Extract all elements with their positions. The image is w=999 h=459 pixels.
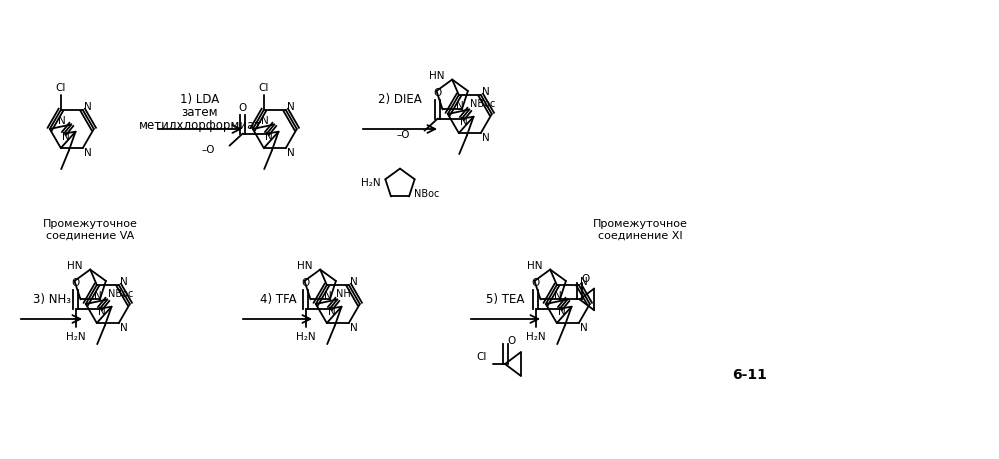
Text: N: N: [261, 116, 269, 126]
Text: NH: NH: [336, 289, 351, 299]
Text: N: N: [460, 117, 468, 126]
Text: 3) NH₃: 3) NH₃: [33, 293, 71, 306]
Text: HN: HN: [67, 260, 82, 270]
Text: 1) LDA: 1) LDA: [181, 93, 220, 106]
Text: метилхлорформиат: метилхлорформиат: [139, 119, 262, 132]
Text: N: N: [265, 131, 273, 141]
Text: 4) TFA: 4) TFA: [260, 293, 297, 306]
Text: N: N: [456, 101, 464, 111]
Text: NBoc: NBoc: [108, 289, 133, 299]
Text: HN: HN: [297, 260, 313, 270]
Text: N: N: [482, 87, 490, 97]
Text: N: N: [580, 276, 587, 286]
Text: O: O: [581, 273, 589, 283]
Text: H₂N: H₂N: [296, 331, 316, 341]
Text: N: N: [553, 291, 561, 301]
Text: N: N: [120, 322, 128, 332]
Text: N: N: [120, 276, 128, 286]
Text: N: N: [84, 102, 92, 112]
Text: N: N: [482, 133, 490, 143]
Text: 2) DIEA: 2) DIEA: [379, 93, 422, 106]
Text: HN: HN: [429, 70, 445, 80]
Text: N: N: [287, 102, 295, 112]
Text: O: O: [434, 88, 442, 98]
Text: NBoc: NBoc: [414, 189, 440, 199]
Text: 6-11: 6-11: [732, 367, 767, 381]
Text: O: O: [239, 103, 247, 112]
Text: N: N: [58, 116, 65, 126]
Text: N: N: [350, 276, 358, 286]
Text: –O: –O: [397, 129, 411, 140]
Text: HN: HN: [526, 260, 542, 270]
Text: Промежуточное
соединение VA: Промежуточное соединение VA: [43, 219, 138, 240]
Text: H₂N: H₂N: [66, 331, 86, 341]
Text: Cl: Cl: [477, 351, 487, 361]
Text: O: O: [506, 335, 515, 345]
Text: N: N: [94, 291, 101, 301]
Text: O: O: [72, 277, 80, 287]
Text: затем: затем: [182, 106, 219, 119]
Text: N: N: [324, 291, 332, 301]
Text: NBoc: NBoc: [470, 99, 496, 109]
Text: N: N: [557, 306, 565, 316]
Text: N: N: [350, 322, 358, 332]
Text: H₂N: H₂N: [361, 178, 381, 188]
Text: O: O: [302, 277, 310, 287]
Text: Cl: Cl: [56, 82, 66, 92]
Text: N: N: [62, 131, 70, 141]
Text: Cl: Cl: [259, 82, 269, 92]
Text: N: N: [84, 148, 92, 158]
Text: N: N: [287, 148, 295, 158]
Text: 5) TEA: 5) TEA: [486, 293, 524, 306]
Text: H₂N: H₂N: [525, 331, 545, 341]
Text: N: N: [580, 322, 587, 332]
Text: N: N: [98, 306, 106, 316]
Text: Промежуточное
соединение XI: Промежуточное соединение XI: [592, 219, 687, 240]
Text: N: N: [328, 306, 336, 316]
Text: –O: –O: [202, 144, 216, 154]
Text: O: O: [531, 277, 539, 287]
